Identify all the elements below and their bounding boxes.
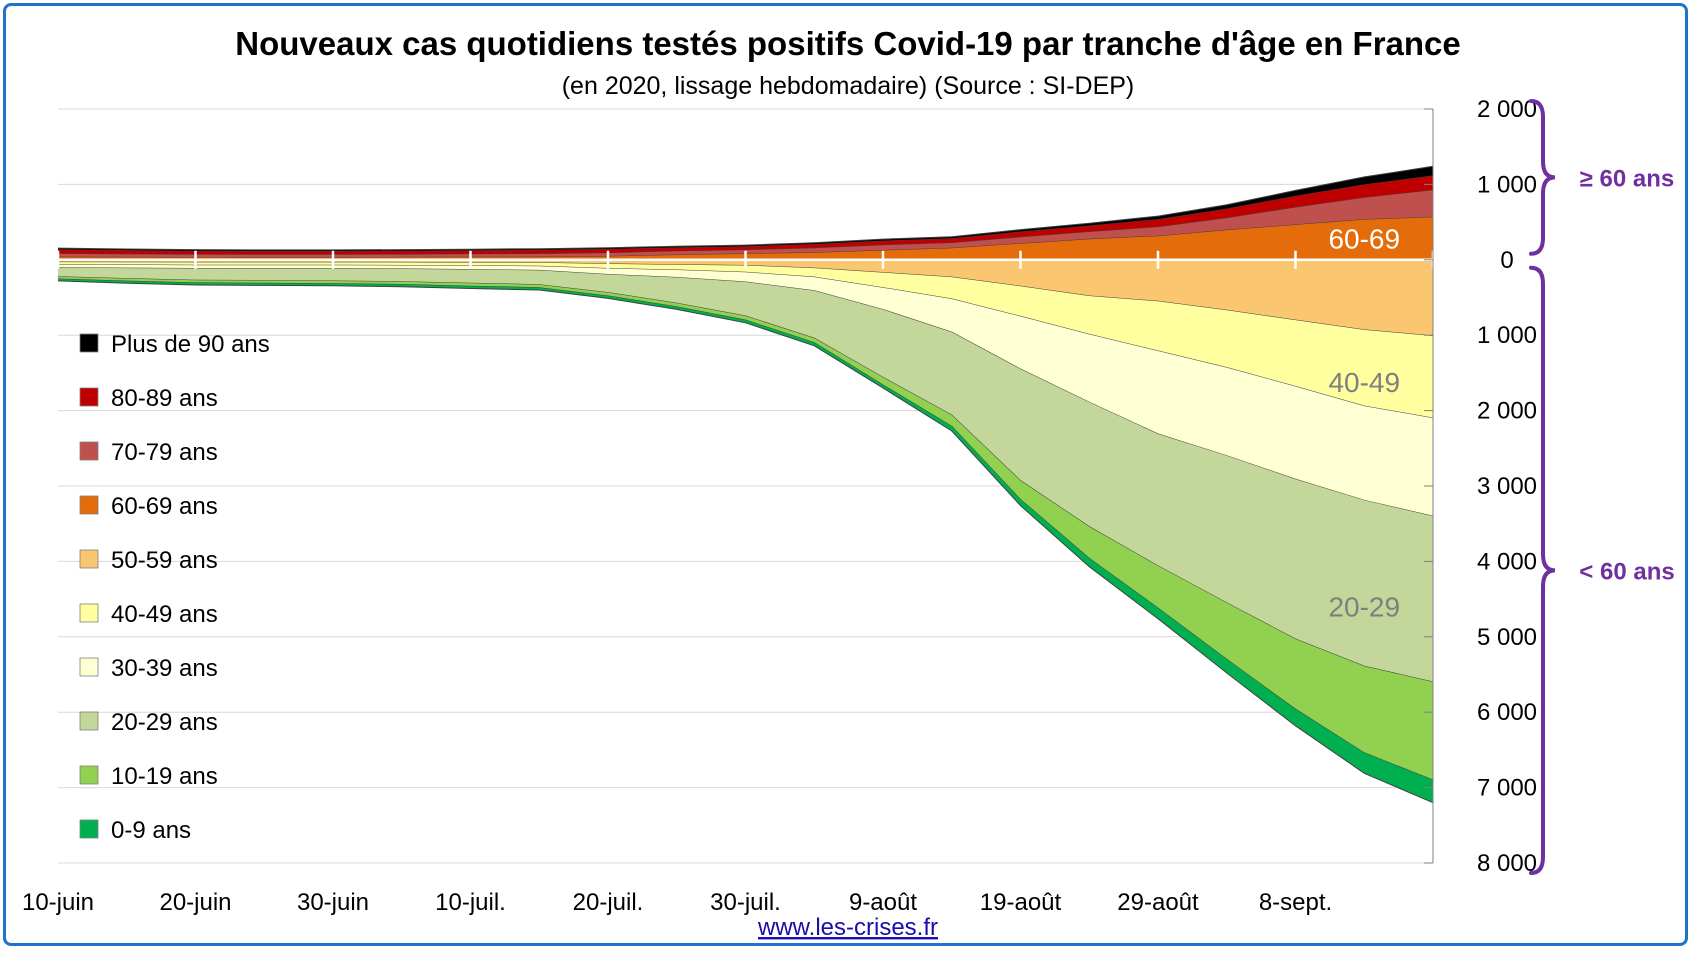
x-tick-label-8: 29-août: [1117, 889, 1199, 916]
stacked-areas: [57, 165, 1434, 804]
y-tick-label-10: 8 000: [1477, 850, 1537, 877]
source-link[interactable]: www.les-crises.fr: [757, 914, 938, 941]
area-label-1: 40-49: [1328, 367, 1400, 398]
x-tick-label-6: 9-août: [849, 889, 917, 916]
legend-label-5: 40-49 ans: [111, 601, 218, 628]
legend-swatch-2: [79, 441, 99, 461]
legend-label-7: 20-29 ans: [111, 709, 218, 736]
x-axis: 10-juin 20-juin 30-juin 10-juil. 20-juil. 30-…: [22, 889, 1332, 916]
x-tick-label-7: 19-août: [980, 889, 1062, 916]
x-tick-label-0: 10-juin: [22, 889, 94, 916]
legend-swatch-4: [79, 549, 99, 569]
y-tick-label-8: 6 000: [1477, 699, 1537, 726]
bracket-0: [1529, 99, 1556, 256]
y-axis: 2 000 1 000 0 1 000 2 000 3 000 4 000 5 000 6 00…: [1424, 96, 1537, 877]
below-edge-0-9-ans: [57, 280, 1434, 804]
x-tick-label-5: 30-juil.: [710, 889, 781, 916]
legend-swatch-9: [79, 819, 99, 839]
legend-swatch-1: [79, 387, 99, 407]
above-edge-Plus-de-90-ans: [57, 165, 1434, 251]
legend-label-0: Plus de 90 ans: [111, 331, 270, 358]
legend-label-1: 80-89 ans: [111, 385, 218, 412]
legend-swatch-3: [79, 495, 99, 515]
legend-label-8: 10-19 ans: [111, 763, 218, 790]
area-label-2: 20-29: [1328, 592, 1400, 623]
y-tick-label-6: 4 000: [1477, 548, 1537, 575]
legend-label-2: 70-79 ans: [111, 439, 218, 466]
x-tick-label-1: 20-juin: [159, 889, 231, 916]
bracket-label-1: < 60 ans: [1579, 558, 1674, 585]
x-tick-label-2: 30-juin: [297, 889, 369, 916]
area-label-0: 60-69: [1328, 224, 1400, 255]
legend-label-3: 60-69 ans: [111, 493, 218, 520]
legend-swatch-8: [79, 765, 99, 785]
age-brackets: ≥ 60 ans < 60 ans: [1529, 99, 1675, 875]
y-tick-label-7: 5 000: [1477, 624, 1537, 651]
legend-swatch-7: [79, 711, 99, 731]
chart-title: Nouveaux cas quotidiens testés positifs …: [235, 25, 1461, 62]
x-tick-label-4: 20-juil.: [573, 889, 644, 916]
above-area-60-69-ans: [58, 216, 1433, 260]
below-area-50-59-ans: [58, 259, 1433, 336]
y-tick-label-4: 2 000: [1477, 398, 1537, 425]
legend-swatch-6: [79, 657, 99, 677]
legend-label-6: 30-39 ans: [111, 655, 218, 682]
y-tick-label-0: 2 000: [1477, 96, 1537, 123]
below-area-30-39-ans: [58, 264, 1433, 517]
y-tick-label-1: 1 000: [1477, 171, 1537, 198]
chart-subtitle: (en 2020, lissage hebdomadaire) (Source …: [562, 72, 1135, 100]
below-area-20-29-ans: [58, 267, 1433, 682]
y-tick-label-9: 7 000: [1477, 775, 1537, 802]
area-labels: 60-69 40-49 20-29: [1328, 224, 1400, 623]
x-tick-label-3: 10-juil.: [435, 889, 506, 916]
bracket-1: [1529, 265, 1556, 875]
below-area-40-49-ans: [58, 262, 1433, 419]
legend-swatch-5: [79, 603, 99, 623]
y-tick-label-5: 3 000: [1477, 473, 1537, 500]
bracket-label-0: ≥ 60 ans: [1580, 165, 1675, 192]
x-tick-label-9: 8-sept.: [1259, 889, 1332, 916]
legend-label-4: 50-59 ans: [111, 547, 218, 574]
y-tick-label-2: 0: [1500, 247, 1513, 274]
legend-label-9: 0-9 ans: [111, 817, 191, 844]
y-tick-label-3: 1 000: [1477, 322, 1537, 349]
legend-swatch-0: [79, 333, 99, 353]
legend: Plus de 90 ans 80-89 ans 70-79 ans 60-69 an…: [79, 331, 270, 844]
